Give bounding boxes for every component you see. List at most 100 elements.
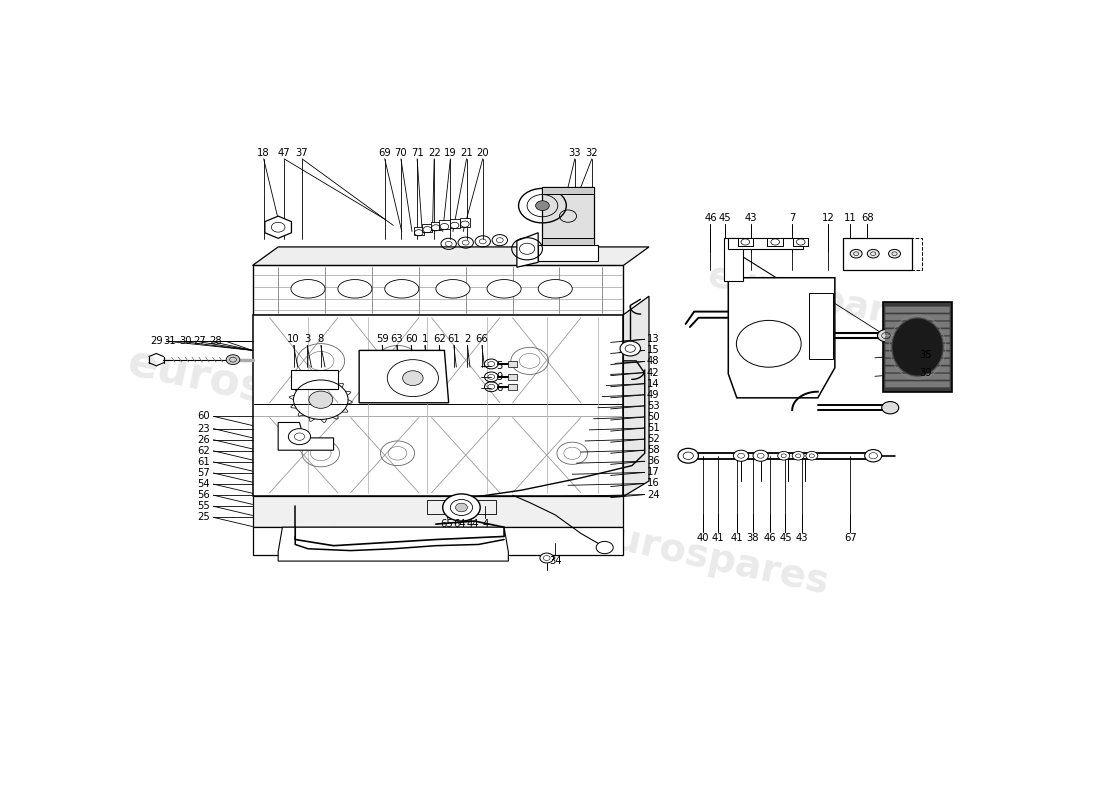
- Text: 35: 35: [920, 350, 933, 360]
- Circle shape: [288, 429, 310, 445]
- Text: 67: 67: [844, 534, 857, 543]
- Polygon shape: [253, 247, 649, 266]
- Bar: [431, 222, 441, 230]
- Bar: [450, 219, 460, 228]
- Bar: [538, 246, 598, 261]
- Text: 54: 54: [197, 479, 209, 489]
- Bar: [290, 370, 338, 389]
- Text: 36: 36: [647, 456, 660, 466]
- Text: 12: 12: [822, 213, 835, 223]
- Text: 23: 23: [197, 424, 209, 434]
- Text: 6: 6: [496, 383, 503, 393]
- Text: 69: 69: [378, 148, 392, 158]
- Text: 10: 10: [287, 334, 300, 344]
- Polygon shape: [253, 266, 624, 314]
- Text: 38: 38: [747, 534, 759, 543]
- Bar: [542, 187, 594, 246]
- Bar: [844, 238, 912, 270]
- Text: 11: 11: [844, 213, 857, 223]
- Text: 46: 46: [763, 534, 777, 543]
- Text: 22: 22: [428, 148, 440, 158]
- Ellipse shape: [290, 279, 326, 298]
- Bar: [253, 527, 624, 555]
- Circle shape: [878, 330, 894, 342]
- Text: 33: 33: [569, 148, 581, 158]
- Text: 17: 17: [647, 467, 660, 478]
- Polygon shape: [728, 278, 835, 398]
- Bar: [460, 218, 470, 226]
- Circle shape: [309, 391, 332, 408]
- Text: 34: 34: [549, 556, 561, 566]
- FancyBboxPatch shape: [886, 322, 950, 328]
- Bar: [542, 238, 594, 246]
- Text: 49: 49: [647, 390, 660, 400]
- Circle shape: [771, 239, 780, 245]
- Text: 27: 27: [194, 336, 206, 346]
- Circle shape: [734, 450, 749, 462]
- Text: 48: 48: [647, 357, 660, 366]
- Text: eurospares: eurospares: [371, 342, 654, 442]
- Circle shape: [455, 503, 468, 512]
- Polygon shape: [278, 527, 508, 561]
- Bar: [508, 361, 517, 367]
- FancyBboxPatch shape: [886, 374, 950, 380]
- Text: 60: 60: [405, 334, 418, 344]
- Text: eurospares: eurospares: [704, 259, 935, 340]
- Text: 58: 58: [647, 445, 660, 455]
- Text: 66: 66: [475, 334, 488, 344]
- Circle shape: [678, 448, 698, 463]
- Text: 53: 53: [647, 401, 660, 411]
- Circle shape: [865, 450, 882, 462]
- Circle shape: [806, 451, 817, 460]
- Text: 19: 19: [444, 148, 456, 158]
- Circle shape: [741, 239, 749, 245]
- Text: 64: 64: [453, 519, 466, 529]
- Ellipse shape: [487, 279, 521, 298]
- Text: 26: 26: [197, 434, 209, 445]
- Circle shape: [882, 402, 899, 414]
- Text: 47: 47: [278, 148, 290, 158]
- Text: 8: 8: [318, 334, 323, 344]
- Text: 41: 41: [730, 534, 744, 543]
- Text: 21: 21: [460, 148, 473, 158]
- Text: 32: 32: [585, 148, 598, 158]
- FancyBboxPatch shape: [886, 381, 950, 387]
- Text: 1: 1: [421, 334, 428, 344]
- Text: 55: 55: [197, 502, 209, 511]
- Text: 24: 24: [647, 490, 660, 499]
- Text: 52: 52: [647, 434, 660, 444]
- Text: 16: 16: [647, 478, 660, 489]
- Polygon shape: [883, 302, 952, 392]
- Text: 68: 68: [861, 213, 873, 223]
- Text: 39: 39: [920, 368, 933, 378]
- Circle shape: [867, 250, 879, 258]
- Text: 37: 37: [296, 148, 308, 158]
- Text: 3: 3: [304, 334, 310, 344]
- Bar: [844, 238, 922, 270]
- Bar: [508, 384, 517, 390]
- Ellipse shape: [385, 279, 419, 298]
- Text: 29: 29: [150, 336, 163, 346]
- Text: 60: 60: [197, 411, 209, 422]
- Polygon shape: [359, 350, 449, 402]
- Text: 61: 61: [448, 334, 460, 344]
- Text: 56: 56: [197, 490, 209, 500]
- Text: 51: 51: [647, 423, 660, 433]
- FancyBboxPatch shape: [886, 306, 950, 313]
- Bar: [542, 187, 594, 194]
- Text: 20: 20: [476, 148, 490, 158]
- Bar: [768, 238, 783, 246]
- Circle shape: [536, 201, 549, 210]
- Text: 9: 9: [496, 372, 503, 382]
- Text: 42: 42: [647, 367, 660, 378]
- Circle shape: [540, 553, 553, 563]
- Bar: [414, 226, 424, 235]
- Text: 4: 4: [482, 519, 488, 529]
- Circle shape: [442, 494, 481, 521]
- Text: 25: 25: [197, 512, 209, 522]
- Circle shape: [754, 450, 768, 462]
- Text: eurospares: eurospares: [123, 342, 407, 442]
- Text: 45: 45: [779, 534, 792, 543]
- Text: 70: 70: [395, 148, 407, 158]
- Text: 31: 31: [164, 336, 176, 346]
